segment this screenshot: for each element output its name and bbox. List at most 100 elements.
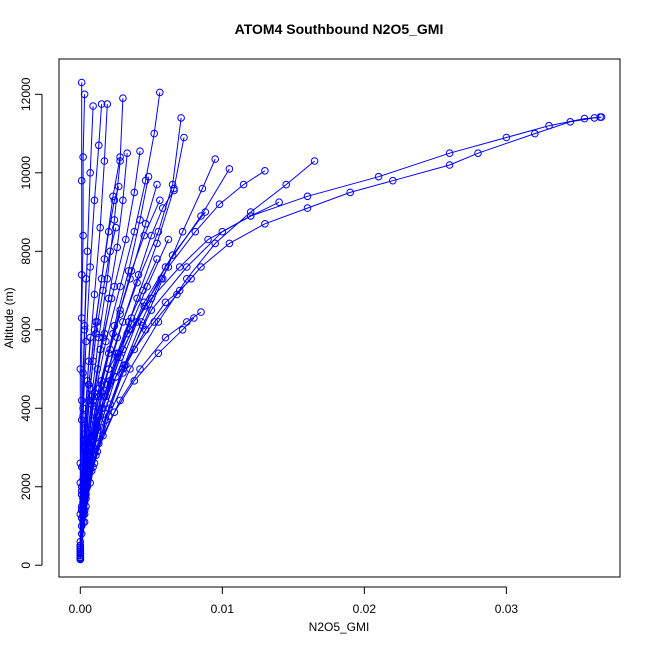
data-point	[83, 377, 92, 385]
x-axis: 0.00 0.01 0.02 0.03	[69, 586, 519, 616]
data-point	[143, 282, 151, 291]
y-tick-label: 2000	[19, 473, 33, 500]
data-point	[137, 318, 146, 326]
data-point	[178, 326, 187, 334]
data-point	[303, 204, 312, 212]
data-point	[77, 176, 86, 185]
data-point	[139, 286, 147, 295]
data-point	[130, 377, 139, 385]
data-point	[141, 176, 150, 185]
data-point	[100, 329, 109, 338]
data-point	[79, 518, 87, 526]
data-point	[104, 227, 113, 236]
data-point	[246, 212, 255, 220]
data-point	[225, 165, 234, 173]
x-tick-label: 0.03	[495, 602, 519, 616]
data-point	[154, 349, 163, 358]
data-point	[85, 396, 93, 405]
data-point	[93, 365, 102, 373]
data-point	[97, 100, 106, 108]
data-point	[112, 223, 120, 232]
data-point	[116, 306, 124, 315]
data-point	[175, 263, 184, 271]
x-axis-label: N2O5_GMI	[309, 620, 370, 634]
data-point	[100, 392, 109, 401]
series-group	[76, 113, 606, 558]
data-point	[99, 286, 107, 295]
y-axis: 0 2000 4000 6000 8000 10000 12000	[19, 77, 43, 569]
data-point	[110, 322, 119, 330]
series-line	[79, 116, 602, 554]
data-point	[215, 200, 224, 208]
series-line	[79, 116, 601, 560]
data-point	[153, 180, 161, 189]
data-point	[133, 294, 141, 303]
data-point	[136, 147, 144, 155]
data-point	[76, 555, 85, 564]
data-point	[82, 435, 90, 444]
data-point	[261, 220, 269, 228]
data-point	[114, 182, 123, 191]
series-group	[76, 157, 319, 562]
data-point	[79, 153, 87, 161]
data-point	[106, 400, 114, 409]
data-point	[197, 212, 205, 220]
data-point	[116, 153, 124, 161]
data-point	[82, 337, 90, 346]
data-point	[154, 318, 163, 326]
data-point	[474, 149, 482, 157]
data-point	[161, 298, 170, 307]
data-point	[116, 310, 124, 318]
data-point	[134, 271, 143, 279]
data-point	[175, 286, 184, 295]
data-point	[156, 196, 164, 205]
y-tick-label: 8000	[19, 238, 33, 265]
data-point	[156, 88, 164, 97]
data-point	[180, 133, 188, 142]
data-point	[113, 349, 121, 358]
x-tick-label: 0.02	[353, 602, 377, 616]
data-point	[178, 227, 187, 236]
data-point	[157, 275, 166, 283]
data-point	[225, 239, 234, 248]
data-point	[103, 100, 112, 108]
series-line	[79, 278, 87, 560]
data-point	[130, 188, 139, 197]
series-line	[79, 258, 158, 556]
data-point	[124, 318, 133, 326]
data-point	[346, 188, 355, 197]
data-point	[104, 294, 113, 303]
data-point	[177, 114, 185, 122]
data-point	[96, 223, 104, 232]
data-point	[168, 251, 177, 259]
data-point	[204, 235, 212, 244]
data-point	[106, 345, 114, 354]
data-point	[90, 290, 99, 299]
plot-frame	[58, 58, 621, 578]
data-point	[119, 318, 127, 326]
data-point	[164, 263, 173, 271]
series-layer	[76, 78, 606, 564]
data-point	[198, 184, 207, 193]
data-point	[103, 275, 112, 283]
data-point	[79, 231, 87, 240]
data-point	[161, 333, 170, 342]
data-point	[130, 227, 139, 236]
series-line	[79, 313, 121, 560]
data-point	[445, 161, 454, 169]
data-point	[183, 263, 191, 271]
data-point	[246, 208, 255, 216]
data-point	[597, 113, 606, 121]
data-point	[93, 318, 102, 326]
data-point	[82, 275, 90, 283]
chart-title: ATOM4 Southbound N2O5_GMI	[235, 21, 444, 37]
data-point	[218, 227, 227, 236]
data-point	[122, 235, 130, 244]
data-point	[140, 231, 148, 240]
data-point	[89, 357, 97, 366]
data-point	[79, 404, 87, 413]
data-point	[77, 78, 86, 87]
data-point	[86, 333, 94, 342]
